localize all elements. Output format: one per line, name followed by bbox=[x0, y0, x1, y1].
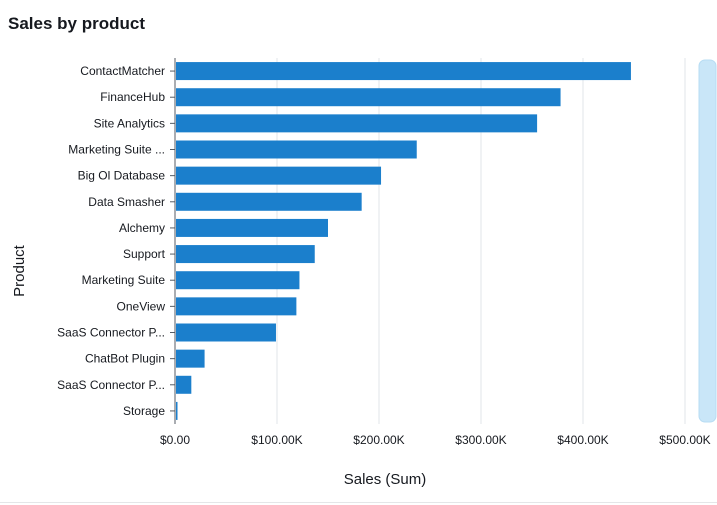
x-tick-label: $300.00K bbox=[455, 433, 506, 447]
y-tick-label: ContactMatcher bbox=[80, 64, 165, 78]
x-tick-label: $500.00K bbox=[659, 433, 710, 447]
x-tick-labels: $0.00 $100.00K $200.00K $300.00K $400.00K $50… bbox=[160, 433, 711, 447]
y-tick-label: ChatBot Plugin bbox=[85, 352, 165, 366]
bar[interactable] bbox=[176, 88, 561, 107]
bar[interactable] bbox=[176, 192, 362, 211]
y-axis-title: Product bbox=[11, 244, 28, 297]
y-tick-label: Storage bbox=[123, 404, 165, 418]
bar[interactable] bbox=[176, 114, 538, 133]
bar[interactable] bbox=[176, 323, 276, 342]
gridlines bbox=[276, 58, 686, 424]
y-tick-label: Marketing Suite bbox=[82, 273, 166, 287]
bar[interactable] bbox=[176, 375, 192, 394]
bar[interactable] bbox=[176, 218, 328, 237]
x-tick-label: $200.00K bbox=[353, 433, 404, 447]
y-tick-label: SaaS Connector P... bbox=[57, 326, 165, 340]
y-tick-label: Alchemy bbox=[119, 221, 165, 235]
chart-title: Sales by product bbox=[8, 14, 145, 33]
y-tick-label: OneView bbox=[117, 299, 166, 313]
y-tick-label: Big Ol Database bbox=[78, 169, 166, 183]
bars bbox=[176, 62, 631, 420]
y-tick-label: Marketing Suite ... bbox=[68, 143, 165, 157]
bar[interactable] bbox=[176, 245, 315, 264]
bar[interactable] bbox=[176, 297, 297, 316]
y-tick-label: Data Smasher bbox=[88, 195, 165, 209]
bar[interactable] bbox=[176, 401, 178, 420]
divider bbox=[0, 502, 717, 503]
y-tick-label: Site Analytics bbox=[94, 116, 165, 130]
x-axis-title: Sales (Sum) bbox=[344, 471, 427, 488]
x-tick-label: $100.00K bbox=[251, 433, 302, 447]
x-tick-label: $400.00K bbox=[557, 433, 608, 447]
y-tick-label: SaaS Connector P... bbox=[57, 378, 165, 392]
scrollbar[interactable] bbox=[698, 59, 717, 423]
y-tick-labels: ContactMatcher FinanceHub Site Analytics Ma… bbox=[57, 64, 175, 418]
y-tick-label: FinanceHub bbox=[100, 90, 165, 104]
bar[interactable] bbox=[176, 62, 631, 81]
bar[interactable] bbox=[176, 271, 300, 290]
x-tick-label: $0.00 bbox=[160, 433, 190, 447]
y-tick-label: Support bbox=[123, 247, 166, 261]
bar[interactable] bbox=[176, 349, 205, 368]
bar[interactable] bbox=[176, 166, 382, 185]
bar[interactable] bbox=[176, 140, 417, 159]
